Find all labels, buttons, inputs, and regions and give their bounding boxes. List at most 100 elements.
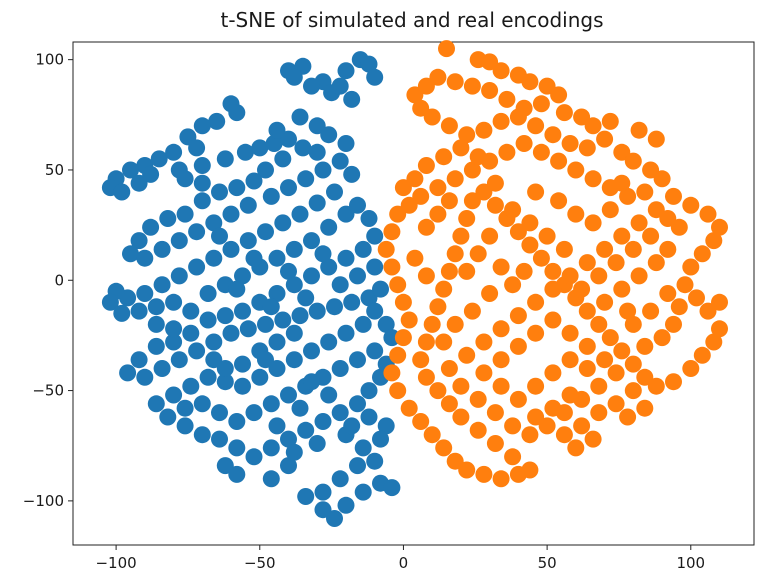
scatter-point: [452, 139, 470, 157]
scatter-point: [417, 218, 435, 236]
scatter-point: [285, 276, 303, 294]
scatter-point: [498, 143, 516, 161]
scatter-point: [406, 249, 424, 267]
scatter-point: [280, 262, 297, 280]
scatter-point: [435, 148, 453, 166]
scatter-point: [165, 320, 183, 338]
scatter-point: [619, 408, 637, 426]
scatter-point: [429, 382, 447, 400]
scatter-point: [280, 386, 297, 404]
scatter-point: [308, 143, 326, 161]
scatter-point: [446, 73, 464, 91]
x-tick-label: −50: [244, 554, 276, 572]
scatter-point: [366, 68, 384, 86]
scatter-point: [630, 267, 648, 285]
scatter-point: [561, 267, 579, 285]
scatter-point: [377, 240, 395, 258]
scatter-point: [360, 210, 378, 227]
scatter-point: [486, 404, 504, 422]
scatter-point: [711, 218, 728, 236]
scatter-point: [349, 395, 366, 413]
scatter-point: [613, 342, 631, 360]
scatter-point: [642, 227, 660, 245]
scatter-point: [711, 293, 728, 311]
scatter-point: [113, 183, 131, 201]
scatter-point: [647, 130, 665, 148]
scatter-point: [417, 77, 435, 95]
scatter-point: [440, 117, 458, 135]
scatter-point: [262, 439, 280, 457]
scatter-point: [251, 139, 269, 157]
scatter-point: [596, 130, 614, 148]
scatter-point: [383, 223, 401, 241]
scatter-point: [211, 183, 228, 201]
scatter-point: [228, 465, 246, 483]
scatter-point: [394, 329, 412, 347]
scatter-point: [394, 293, 412, 311]
scatter-point: [142, 218, 160, 236]
scatter-point: [509, 307, 527, 325]
scatter-point: [653, 329, 671, 347]
scatter-point: [285, 68, 303, 86]
scatter-point: [481, 53, 499, 71]
scatter-point: [423, 108, 441, 126]
scatter-point: [676, 276, 694, 294]
scatter-point: [280, 457, 297, 475]
scatter-point: [417, 368, 435, 386]
scatter-point: [561, 351, 579, 369]
scatter-point: [665, 187, 682, 205]
scatter-point: [682, 258, 700, 276]
scatter-point: [280, 430, 297, 448]
scatter-point: [122, 161, 139, 179]
scatter-point: [538, 227, 556, 245]
scatter-point: [297, 170, 315, 188]
scatter-point: [544, 126, 562, 144]
scatter-point: [711, 320, 728, 338]
scatter-point: [262, 395, 280, 413]
scatter-point: [205, 249, 223, 267]
scatter-point: [636, 183, 654, 201]
scatter-point: [469, 390, 487, 408]
scatter-point: [584, 170, 602, 188]
scatter-point: [469, 421, 487, 439]
scatter-point: [199, 285, 217, 302]
scatter-point: [383, 479, 401, 497]
scatter-point: [613, 227, 631, 245]
scatter-point: [567, 161, 585, 179]
scatter-point: [573, 280, 591, 298]
scatter-point: [193, 157, 211, 174]
scatter-point: [607, 364, 625, 382]
scatter-point: [435, 333, 453, 351]
scatter-point: [265, 135, 283, 152]
scatter-point: [596, 351, 614, 369]
scatter-point: [274, 150, 292, 168]
x-tick-label: 0: [399, 554, 409, 572]
scatter-point: [653, 170, 671, 188]
scatter-point: [228, 439, 246, 457]
scatter-point: [515, 135, 533, 152]
scatter-point: [458, 262, 476, 280]
scatter-point: [481, 82, 499, 99]
scatter-point: [280, 130, 297, 148]
scatter-point: [165, 293, 183, 311]
scatter-point: [521, 426, 539, 444]
scatter-point: [337, 496, 355, 514]
scatter-point: [236, 143, 254, 161]
scatter-point: [228, 179, 246, 197]
scatter-point: [642, 161, 660, 179]
scatter-point: [354, 315, 372, 333]
scatter-point: [438, 40, 455, 58]
scatter-point: [544, 399, 562, 417]
scatter-point: [150, 150, 168, 168]
scatter-point: [153, 360, 171, 377]
scatter-point: [268, 285, 286, 302]
scatter-point: [578, 139, 596, 157]
scatter-point: [360, 408, 378, 426]
scatter-point: [377, 417, 395, 435]
scatter-point: [429, 179, 447, 197]
scatter-point: [314, 161, 332, 179]
scatter-point: [636, 368, 654, 386]
scatter-point: [294, 139, 312, 157]
scatter-point: [222, 205, 240, 223]
scatter-point: [257, 223, 274, 241]
